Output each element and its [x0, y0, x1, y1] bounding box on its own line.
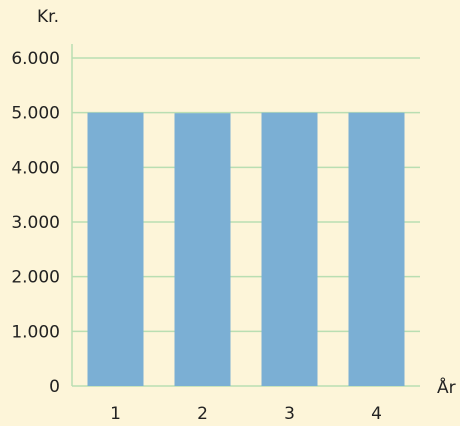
y-tick-label: 0: [49, 377, 60, 397]
bars: [87, 112, 405, 387]
x-tick-label: 3: [284, 404, 295, 424]
x-tick-label: 2: [197, 404, 208, 424]
bar-1: [87, 112, 144, 387]
y-tick-labels: 0 1.000 2.000 3.000 4.000 5.000 6.000: [11, 49, 60, 397]
x-tick-label: 1: [110, 404, 121, 424]
y-tick-label: 4.000: [11, 158, 60, 178]
y-tick-label: 3.000: [11, 213, 60, 233]
bar-3: [261, 112, 318, 387]
y-tick-label: 5.000: [11, 104, 60, 124]
y-tick-label: 6.000: [11, 49, 60, 69]
bar-4: [348, 112, 405, 387]
y-axis-unit-label: Kr.: [37, 7, 59, 27]
x-tick-labels: 1 2 3 4: [110, 404, 382, 424]
x-tick-label: 4: [371, 404, 382, 424]
x-axis-unit-label: År: [437, 376, 456, 398]
y-tick-label: 2.000: [11, 268, 60, 288]
y-tick-label: 1.000: [11, 322, 60, 342]
bar-2: [174, 113, 231, 387]
